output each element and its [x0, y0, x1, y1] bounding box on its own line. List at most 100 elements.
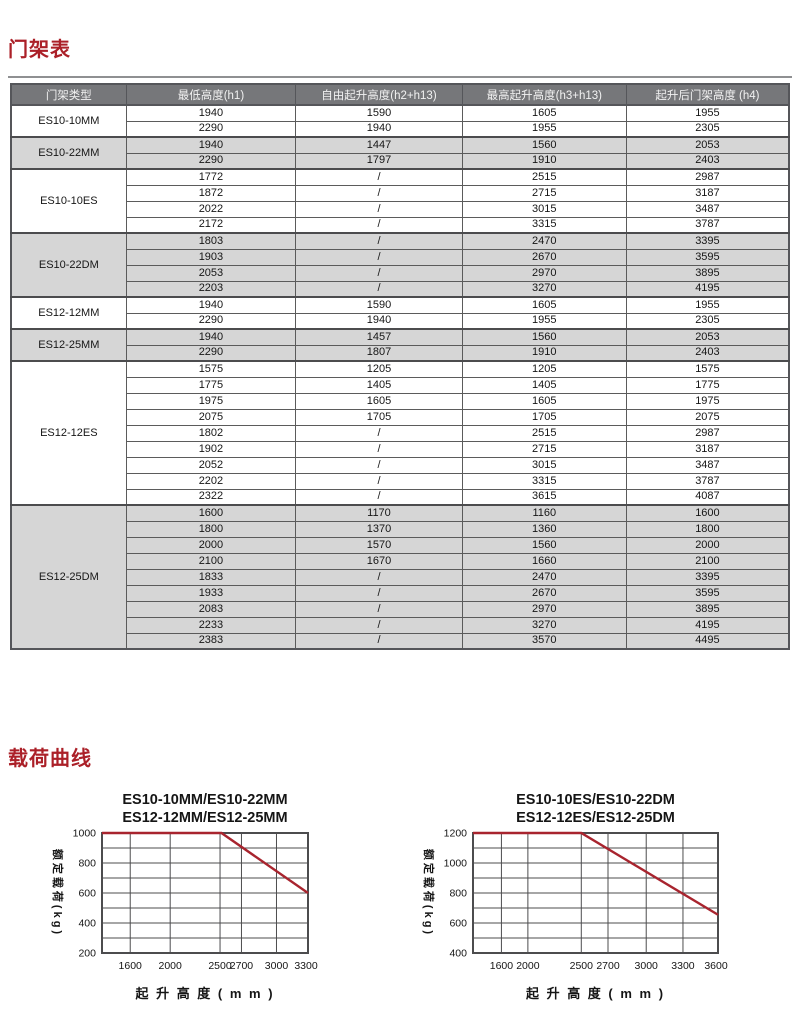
- value-cell: 1660: [461, 552, 627, 570]
- value-cell: 2053: [625, 328, 790, 346]
- value-cell: 1955: [461, 120, 627, 138]
- table-header-cell: 最高起升高度(h3+h13): [461, 83, 627, 106]
- value-cell: 1940: [125, 136, 297, 154]
- value-cell: 3015: [461, 200, 627, 218]
- load-curve-chart-left: ES10-10MM/ES10-22MM ES12-12MM/ES12-25MM 20…: [51, 792, 318, 1001]
- value-cell: /: [295, 280, 463, 298]
- value-cell: 2052: [125, 456, 297, 474]
- value-cell: 3187: [625, 184, 790, 202]
- x-axis-label: 起 升 高 度 ( m m ): [525, 986, 665, 1001]
- table-header-cell: 门架类型: [10, 83, 127, 106]
- value-cell: 2670: [461, 248, 627, 266]
- value-cell: 2233: [125, 616, 297, 634]
- title-divider: [8, 76, 792, 78]
- value-cell: 2100: [125, 552, 297, 570]
- value-cell: /: [295, 216, 463, 234]
- value-cell: 2715: [461, 440, 627, 458]
- value-cell: /: [295, 456, 463, 474]
- value-cell: 3395: [625, 568, 790, 586]
- value-cell: 1955: [625, 104, 790, 122]
- table-row: 2075 1705 1705 2075: [11, 408, 790, 426]
- value-cell: 1370: [295, 520, 463, 538]
- value-cell: 1940: [125, 296, 297, 314]
- table-row: 2052/3015 3487: [11, 456, 790, 474]
- value-cell: 1570: [295, 536, 463, 554]
- value-cell: 2290: [125, 344, 297, 362]
- table-row: 2202/3315 3787: [11, 472, 790, 490]
- value-cell: 3570: [461, 632, 627, 650]
- value-cell: 3270: [461, 280, 627, 298]
- value-cell: 1205: [461, 360, 627, 378]
- chart-title-line2: ES12-12ES/ES12-25DM: [516, 810, 675, 826]
- mast-type-cell: ES12-25DM: [10, 504, 127, 650]
- value-cell: 1447: [295, 136, 463, 154]
- x-tick-label: 3300: [294, 960, 318, 972]
- value-cell: 3315: [461, 472, 627, 490]
- value-cell: 2100: [625, 552, 790, 570]
- x-tick-label: 3600: [704, 960, 728, 972]
- value-cell: 3895: [625, 264, 790, 282]
- value-cell: 2203: [125, 280, 297, 298]
- value-cell: 2322: [125, 488, 297, 506]
- value-cell: 1560: [461, 328, 627, 346]
- curve-section-title: 载荷曲线: [8, 748, 92, 770]
- load-curve-line: [473, 831, 719, 916]
- value-cell: 2172: [125, 216, 297, 234]
- value-cell: 1903: [125, 248, 297, 266]
- value-cell: 2970: [461, 264, 627, 282]
- value-cell: 2000: [625, 536, 790, 554]
- value-cell: 1797: [295, 152, 463, 170]
- mast-type-cell: ES10-22MM: [10, 136, 127, 170]
- value-cell: 2053: [625, 136, 790, 154]
- load-curve-chart-right: ES10-10ES/ES10-22DM ES12-12ES/ES12-25DM 40…: [422, 792, 728, 1001]
- value-cell: 2075: [625, 408, 790, 426]
- value-cell: 1902: [125, 440, 297, 458]
- x-tick-label: 2700: [596, 960, 620, 972]
- value-cell: 2670: [461, 584, 627, 602]
- table-row: 2053/2970 3895: [11, 264, 790, 282]
- x-tick-label: 3300: [671, 960, 695, 972]
- y-tick-label: 400: [449, 948, 467, 960]
- mast-type-cell: ES10-10MM: [10, 104, 127, 138]
- table-row: 2000 1570 1560 2000: [11, 536, 790, 554]
- table-row: ES12-12MM 1940 1590 1605 1955: [10, 296, 790, 330]
- value-cell: 3787: [625, 472, 790, 490]
- value-cell: 1955: [625, 296, 790, 314]
- value-cell: 1800: [625, 520, 790, 538]
- table-row: 2203/3270 4195: [11, 280, 790, 298]
- value-cell: 2403: [625, 344, 790, 362]
- mast-type-cell: ES12-12ES: [10, 360, 127, 506]
- table-row: ES10-10MM 1940 1590 1605 1955: [10, 104, 790, 138]
- value-cell: 2970: [461, 600, 627, 618]
- value-cell: 2715: [461, 184, 627, 202]
- y-tick-label: 800: [449, 888, 467, 900]
- value-cell: 1590: [295, 296, 463, 314]
- table-row: ES10-22MM 1940 1447 1560 2053: [10, 136, 790, 170]
- value-cell: 1560: [461, 136, 627, 154]
- x-tick-label: 3000: [635, 960, 659, 972]
- value-cell: 3787: [625, 216, 790, 234]
- value-cell: 3015: [461, 456, 627, 474]
- value-cell: 3395: [625, 232, 790, 250]
- value-cell: 1803: [125, 232, 297, 250]
- value-cell: 1940: [125, 104, 297, 122]
- mast-table-container: 门架类型 最低高度(h1) 自由起升高度(h2+h13) 最高起升高度(h3+h13)…: [10, 83, 790, 650]
- table-header-cell: 自由起升高度(h2+h13): [295, 83, 463, 106]
- value-cell: 1560: [461, 536, 627, 554]
- value-cell: 2290: [125, 152, 297, 170]
- value-cell: 1605: [461, 392, 627, 410]
- value-cell: 3895: [625, 600, 790, 618]
- table-row: 1775 1405 1405 1775: [11, 376, 790, 394]
- x-tick-label: 2500: [208, 960, 232, 972]
- value-cell: 2515: [461, 424, 627, 442]
- value-cell: 1170: [295, 504, 463, 522]
- chart-title-line1: ES10-10ES/ES10-22DM: [516, 792, 675, 808]
- value-cell: 1775: [625, 376, 790, 394]
- value-cell: /: [295, 472, 463, 490]
- value-cell: /: [295, 168, 463, 186]
- table-row: 1833/2470 3395: [11, 568, 790, 586]
- table-row: 1902/2715 3187: [11, 440, 790, 458]
- value-cell: 3315: [461, 216, 627, 234]
- table-row: 1802/2515 2987: [11, 424, 790, 442]
- y-tick-label: 600: [78, 888, 96, 900]
